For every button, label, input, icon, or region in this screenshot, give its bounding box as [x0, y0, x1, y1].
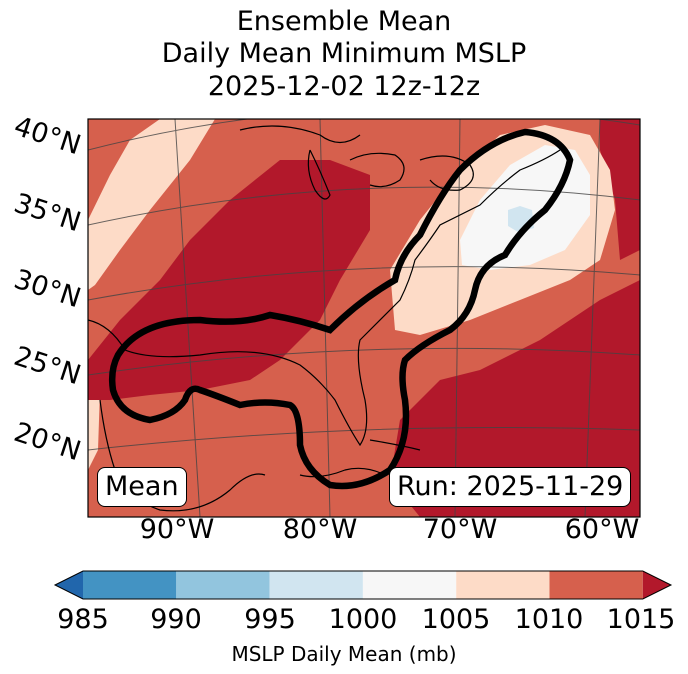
colorbar-label: MSLP Daily Mean (mb) — [231, 642, 457, 666]
colorbar-tick-985: 985 — [57, 604, 109, 635]
contour-outline — [108, 128, 574, 490]
field-1015-band — [88, 160, 370, 400]
colorbar-bin-985-990 — [83, 571, 177, 599]
coastlines — [88, 125, 561, 512]
run-label: Run: 2025-11-29 — [389, 467, 632, 507]
lon-label-60w: 60°W — [564, 514, 640, 545]
colorbar-extend-low — [55, 571, 83, 599]
colorbar-bin-1005-1010 — [456, 571, 550, 599]
title-line-2: Daily Mean Minimum MSLP — [161, 38, 527, 69]
colorbar-bin-1000-1005 — [362, 571, 457, 599]
mean-label: Mean — [97, 467, 187, 507]
colorbar-bin-1010-1015 — [549, 571, 643, 599]
colorbar-tick-1000: 1000 — [328, 604, 398, 635]
field-1005-1010-w — [88, 380, 100, 470]
colorbar-extend-high — [642, 571, 671, 599]
colorbar-tick-1005: 1005 — [421, 604, 491, 635]
colorbar-tick-1015: 1015 — [606, 604, 676, 635]
field-1005-1010-nw — [88, 119, 215, 290]
title-line-3: 2025-12-02 12z-12z — [207, 71, 481, 102]
lon-label-80w: 80°W — [282, 514, 358, 545]
field-1000-1005 — [460, 145, 590, 270]
colorbar-bin-990-995 — [176, 571, 270, 599]
title-line-1: Ensemble Mean — [236, 6, 452, 37]
colorbar-tick-1010: 1010 — [514, 604, 584, 635]
colorbar-tick-995: 995 — [244, 604, 296, 635]
lon-label-90w: 90°W — [139, 514, 215, 545]
field-1015-ne — [600, 119, 640, 260]
colorbar-outline — [53, 570, 673, 600]
colorbar-bin-995-1000 — [269, 571, 363, 599]
graticule — [88, 119, 640, 517]
map-frame — [87, 118, 641, 518]
colorbar-tick-990: 990 — [150, 604, 202, 635]
lon-label-70w: 70°W — [422, 514, 498, 545]
field-1015-se — [390, 280, 640, 517]
